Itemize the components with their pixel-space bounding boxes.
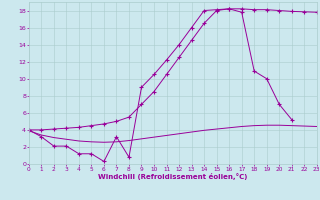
X-axis label: Windchill (Refroidissement éolien,°C): Windchill (Refroidissement éolien,°C) <box>98 173 247 180</box>
